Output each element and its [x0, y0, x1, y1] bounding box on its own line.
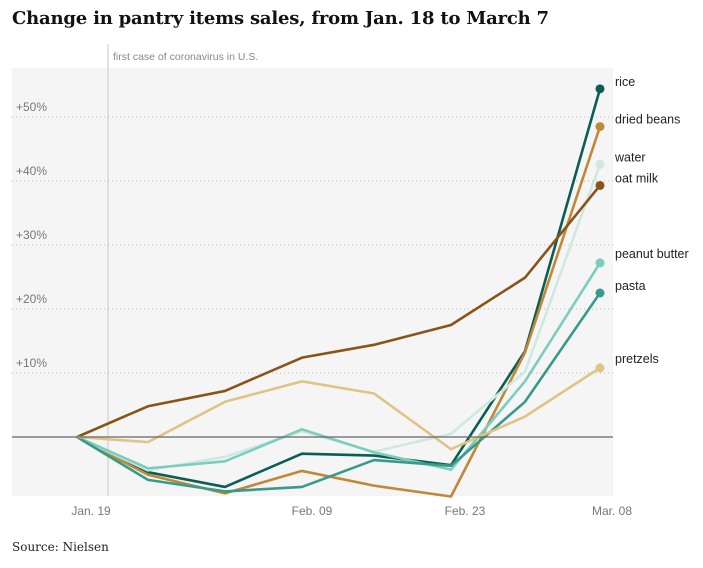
series-endpoints — [595, 84, 605, 373]
series-line-rice — [75, 87, 602, 489]
series-endpoint-pasta — [595, 288, 605, 298]
series-label-dried-beans: dried beans — [615, 113, 680, 127]
series-line-pasta — [75, 291, 602, 493]
gridlines — [12, 116, 613, 374]
x-tick-label: Mar. 08 — [592, 504, 632, 518]
event-annotation: first case of coronavirus in U.S. — [113, 51, 258, 63]
series-label-rice: rice — [615, 75, 635, 89]
series-endpoint-dried-beans — [595, 122, 605, 132]
series-endpoint-peanut-butter — [595, 258, 605, 268]
plot-background — [12, 68, 613, 496]
series-endpoint-water — [595, 159, 605, 169]
series-label-pasta: pasta — [615, 279, 646, 293]
y-tick-label: +40% — [16, 164, 47, 178]
chart-title: Change in pantry items sales, from Jan. … — [12, 8, 549, 29]
x-axis-ticks: Jan. 19 Feb. 09 Feb. 23 Mar. 08 — [71, 504, 632, 518]
series-label-peanut-butter: peanut butter — [615, 247, 689, 261]
y-tick-label: +50% — [16, 100, 47, 114]
x-tick-label: Feb. 09 — [292, 504, 333, 518]
y-tick-label: +30% — [16, 228, 47, 242]
series-lines — [75, 87, 602, 498]
series-line-peanut-butter — [75, 261, 602, 471]
series-label-water: water — [614, 150, 646, 164]
y-tick-label: +20% — [16, 292, 47, 306]
source-note: Source: Nielsen — [12, 540, 109, 554]
series-endpoint-rice — [595, 84, 605, 94]
series-label-pretzels: pretzels — [615, 352, 659, 366]
series-endpoint-pretzels — [595, 363, 605, 373]
series-line-dried-beans — [75, 125, 602, 498]
y-axis-ticks: +10% +20% +30% +40% +50% — [16, 100, 47, 370]
series-line-oat-milk — [75, 184, 602, 439]
series-labels: rice dried beans water oat milk peanut butte… — [614, 75, 689, 366]
y-tick-label: +10% — [16, 356, 47, 370]
x-tick-label: Feb. 23 — [445, 504, 486, 518]
series-line-pretzels — [75, 366, 602, 451]
series-endpoint-oat-milk — [595, 180, 605, 190]
series-label-oat-milk: oat milk — [615, 171, 659, 185]
x-tick-label: Jan. 19 — [71, 504, 111, 518]
